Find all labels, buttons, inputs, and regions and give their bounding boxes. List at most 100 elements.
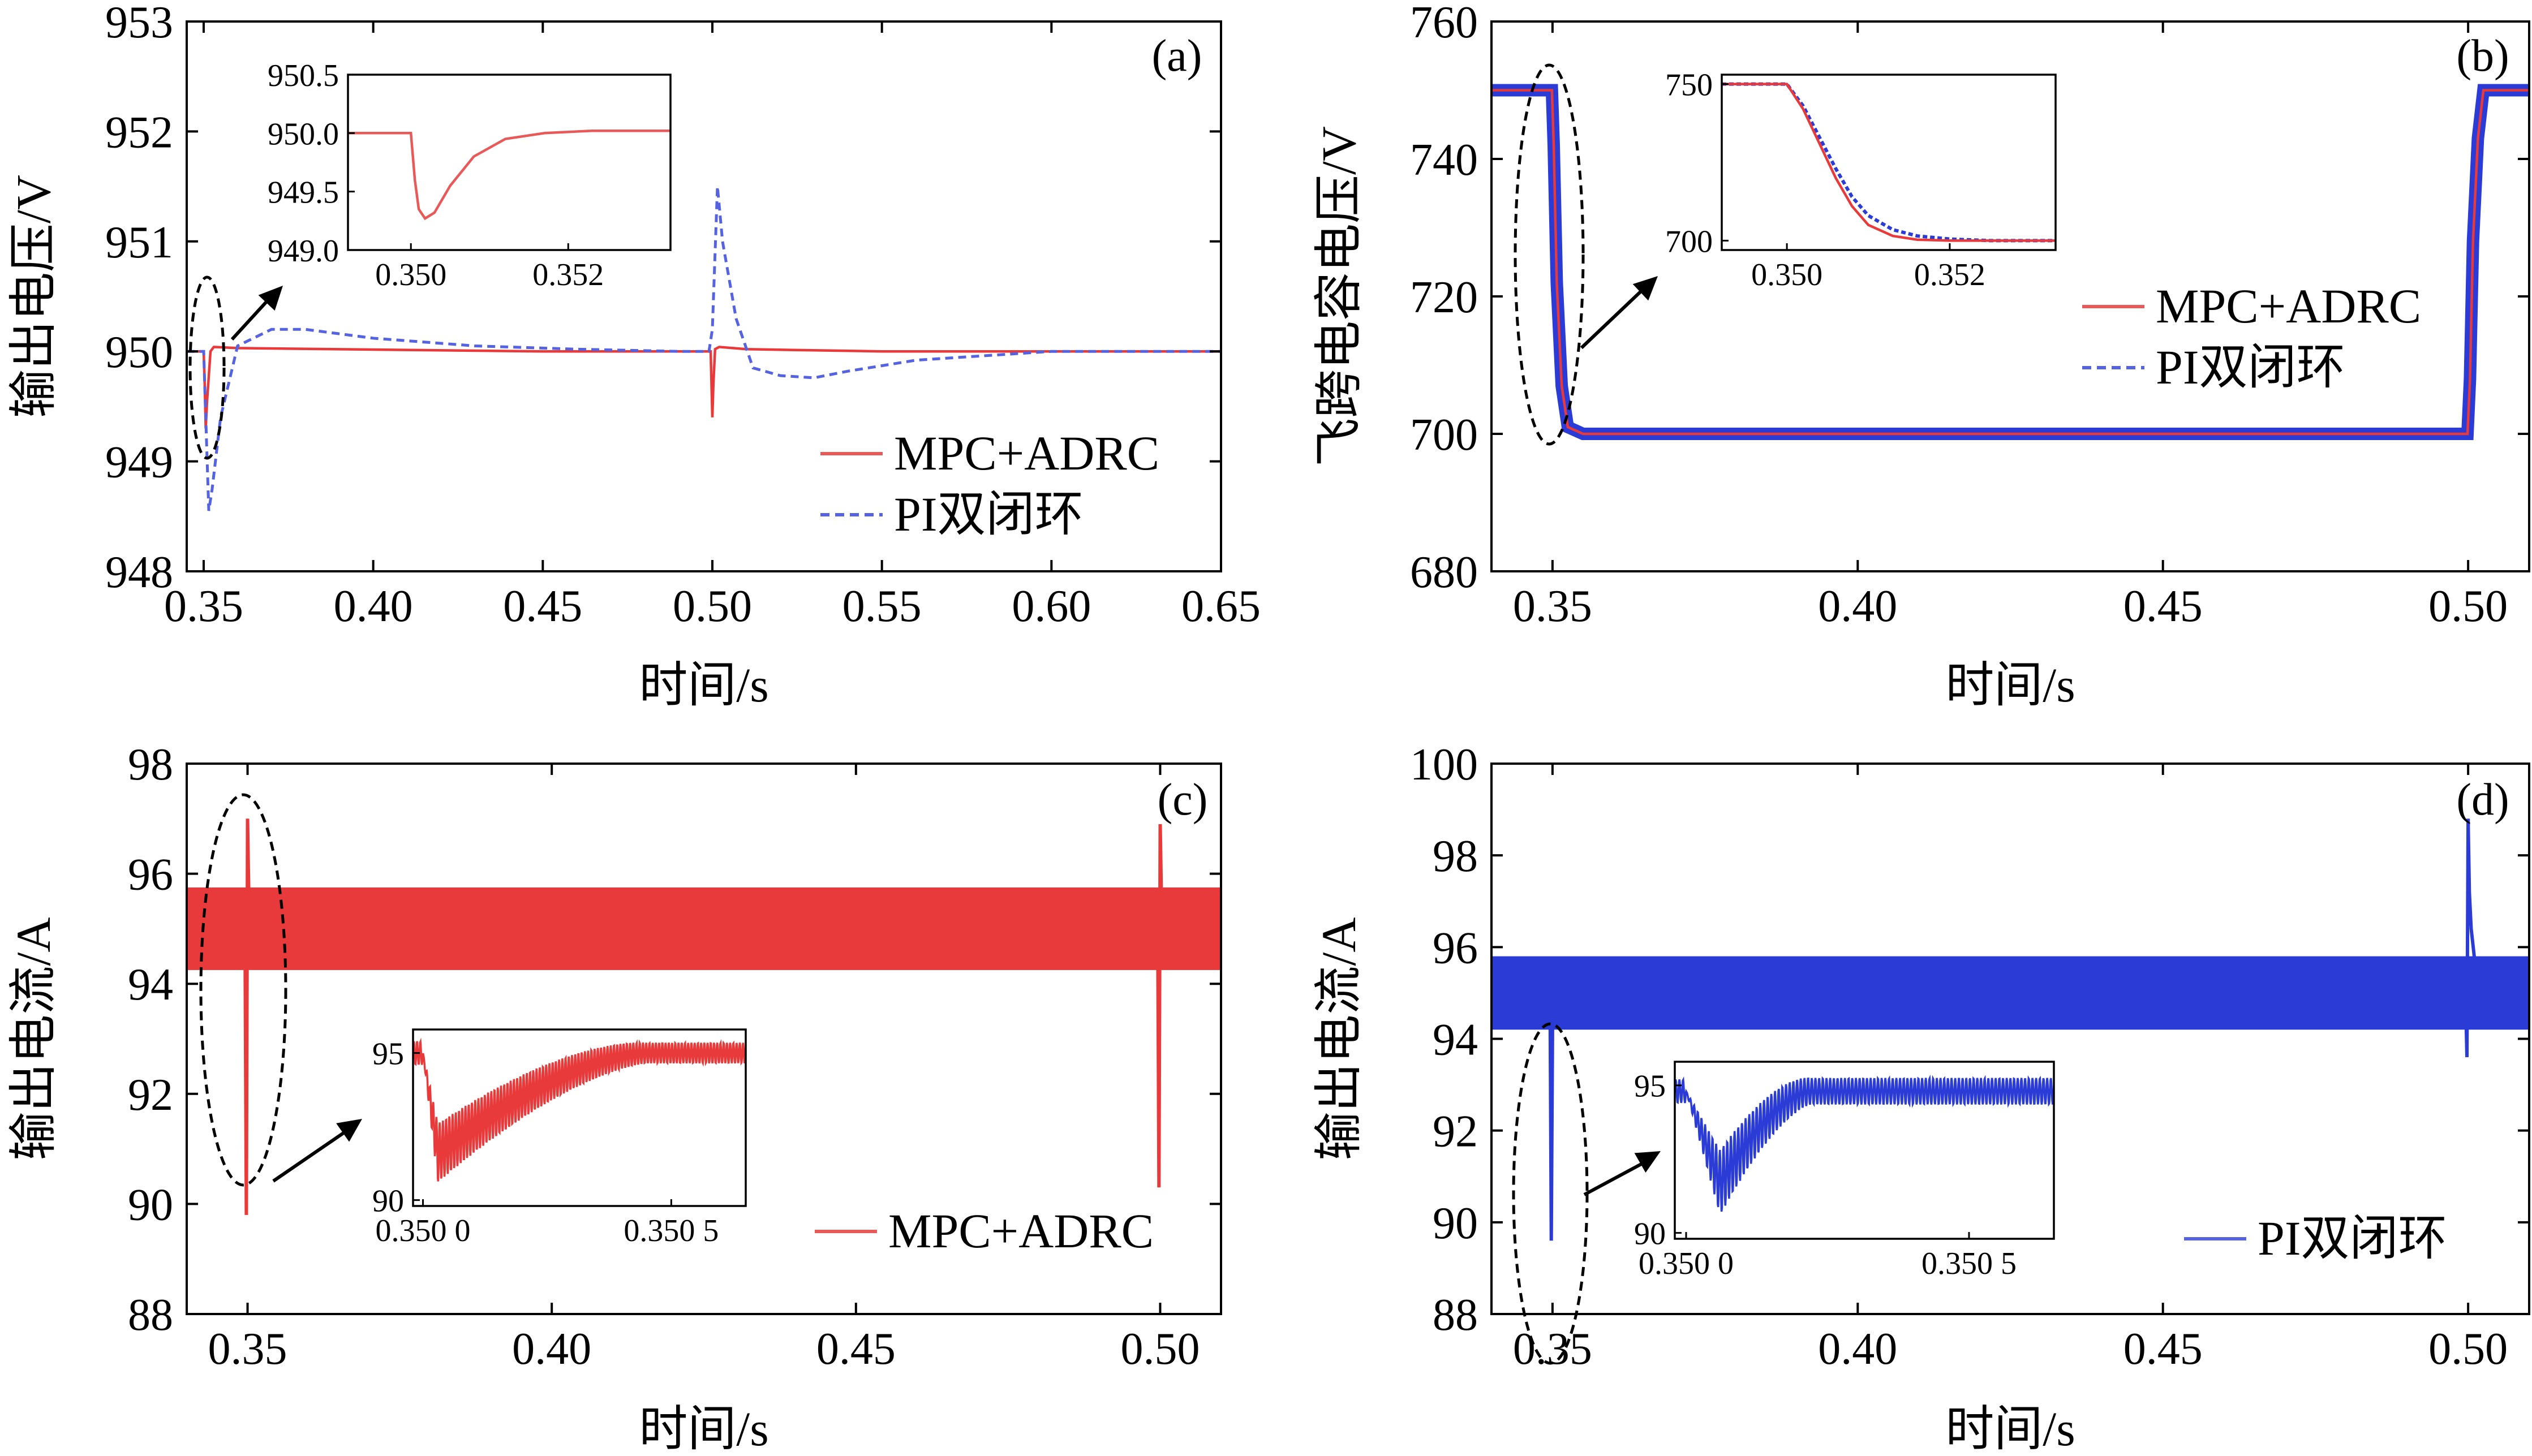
y-axis-label: 输出电流/A — [6, 917, 61, 1161]
x-axis-label: 时间/s — [1945, 1402, 2075, 1456]
plot-area — [1491, 819, 2529, 1241]
inset-bg — [1722, 75, 2056, 250]
legend-label: PI双闭环 — [894, 487, 1083, 541]
ripple-band — [187, 887, 1221, 970]
y-tick-label: 98 — [1433, 832, 1478, 881]
y-tick-label: 760 — [1410, 0, 1478, 48]
y-tick-label: 680 — [1410, 548, 1478, 597]
inset-plot — [1722, 82, 2056, 243]
panel-tag: (d) — [2456, 775, 2509, 825]
x-tick-label: 0.35 — [1513, 581, 1592, 631]
x-tick-label: 0.40 — [1818, 1324, 1897, 1374]
y-axis-label: 输出电压/V — [6, 175, 61, 418]
x-tick-label: 0.60 — [1012, 581, 1091, 631]
x-tick-label: 0.50 — [2428, 1324, 2508, 1374]
inset-b: 0.350 0.352 700 750 — [1665, 68, 2057, 292]
y-tick-label: 952 — [105, 107, 173, 157]
inset-series-1 — [1722, 83, 2056, 242]
inset-x-tick-label: 0.350 5 — [624, 1213, 719, 1248]
x-tick-label: 0.40 — [1818, 581, 1897, 631]
y-axis-label: 飞跨电容电压/V — [1312, 126, 1366, 467]
x-tick-label: 0.45 — [2123, 581, 2203, 631]
chart-panel-c: 0.35 0.40 0.45 0.50 88 90 92 94 96 98 时间/s 输出电流/A (c… — [6, 740, 1222, 1456]
panel-tag: (c) — [1158, 775, 1208, 825]
inset-y-tick-label: 95 — [1634, 1069, 1666, 1104]
plot-area — [187, 819, 1221, 1215]
series-line-1 — [1491, 89, 2529, 436]
y-tick-label: 92 — [128, 1070, 173, 1120]
chart-panel-b: 0.35 0.40 0.45 0.50 680 700 720 740 760 时间/s 飞跨电容电… — [1312, 0, 2530, 712]
y-tick-label: 100 — [1410, 740, 1478, 790]
x-tick-label: 0.40 — [512, 1324, 591, 1374]
inset-frame — [412, 1028, 747, 1207]
inset-x-tick-label: 0.350 0 — [376, 1213, 471, 1248]
y-tick-label: 88 — [128, 1290, 173, 1340]
plot-frame — [186, 763, 1222, 1315]
inset-waveform — [413, 1037, 746, 1182]
zoom-arrow-head — [1634, 1151, 1661, 1173]
x-tick-label: 0.50 — [1120, 1324, 1200, 1374]
inset-bg — [348, 75, 670, 250]
x-tick-label: 0.55 — [842, 581, 922, 631]
inset-frame — [1674, 1061, 2055, 1240]
x-tick-label: 0.65 — [1181, 581, 1261, 631]
inset-plot — [1675, 1074, 2054, 1212]
inset-d: 0.350 0 0.350 5 90 95 — [1634, 1061, 2055, 1281]
series-line-1 — [187, 186, 1221, 511]
series-line-0 — [243, 819, 255, 1215]
x-axis-label: 时间/s — [639, 1402, 768, 1456]
x-tick-label: 0.50 — [2428, 581, 2508, 631]
inset-y-tick-label: 95 — [372, 1037, 404, 1072]
panel-tag: (a) — [1152, 31, 1202, 81]
series-line-1 — [1156, 824, 1166, 1188]
zoom-arrow-head — [336, 1119, 362, 1142]
inset-y-tick-label: 949.0 — [268, 234, 339, 269]
y-tick-label: 700 — [1410, 410, 1478, 460]
inset-x-tick-label: 0.352 — [1914, 257, 1985, 292]
y-tick-label: 92 — [1433, 1107, 1478, 1157]
series-line-1 — [2464, 819, 2494, 1057]
inset-y-tick-label: 950.0 — [268, 117, 339, 152]
y-tick-label: 720 — [1410, 273, 1478, 322]
legend-label: PI双闭环 — [2156, 340, 2345, 394]
x-axis-label: 时间/s — [1945, 658, 2075, 712]
inset-frame — [1721, 74, 2057, 251]
series-line-0 — [1548, 966, 1566, 1241]
y-tick-label: 953 — [105, 0, 173, 48]
y-tick-label: 94 — [128, 960, 173, 1010]
y-tick-label: 94 — [1433, 1015, 1478, 1065]
inset-series-0 — [348, 129, 670, 221]
chart-panel-a: 0.35 0.40 0.45 0.50 0.55 0.60 0.65 948 949 950 951… — [6, 0, 1261, 712]
x-tick-label: 0.35 — [1513, 1324, 1592, 1374]
inset-c: 0.350 0 0.350 5 90 95 — [372, 1028, 747, 1248]
y-tick-label: 96 — [128, 850, 173, 900]
x-tick-label: 0.45 — [2123, 1324, 2203, 1374]
y-tick-label: 950 — [105, 328, 173, 377]
zoom-ellipse — [1514, 63, 1585, 446]
inset-plot — [413, 1037, 746, 1182]
inset-frame — [347, 74, 672, 251]
inset-series-0 — [1722, 82, 2056, 243]
legend-label: MPC+ADRC — [894, 426, 1159, 480]
x-tick-label: 0.50 — [673, 581, 752, 631]
plot-area — [187, 186, 1221, 511]
y-tick-label: 96 — [1433, 923, 1478, 973]
plot-area — [1491, 84, 2529, 440]
x-tick-label: 0.35 — [208, 1324, 287, 1374]
inset-x-tick-label: 0.350 0 — [1639, 1246, 1734, 1281]
zoom-arrow-head — [1632, 276, 1658, 301]
inset-y-tick-label: 90 — [1634, 1217, 1666, 1252]
ripple-band — [1491, 956, 2529, 1030]
inset-a: 0.350 0.352 949.0 949.5 950.0 950.5 — [268, 58, 672, 292]
panel-tag: (b) — [2456, 31, 2509, 81]
zoom-ellipse — [199, 793, 287, 1187]
y-tick-label: 948 — [105, 548, 173, 597]
inset-y-tick-label: 90 — [372, 1184, 404, 1219]
y-axis-label: 输出电流/A — [1312, 917, 1366, 1161]
x-tick-label: 0.45 — [816, 1324, 896, 1374]
plot-frame — [186, 20, 1222, 572]
zoom-arrow — [272, 1124, 355, 1183]
y-tick-label: 949 — [105, 438, 173, 488]
inset-waveform — [1675, 1074, 2054, 1212]
